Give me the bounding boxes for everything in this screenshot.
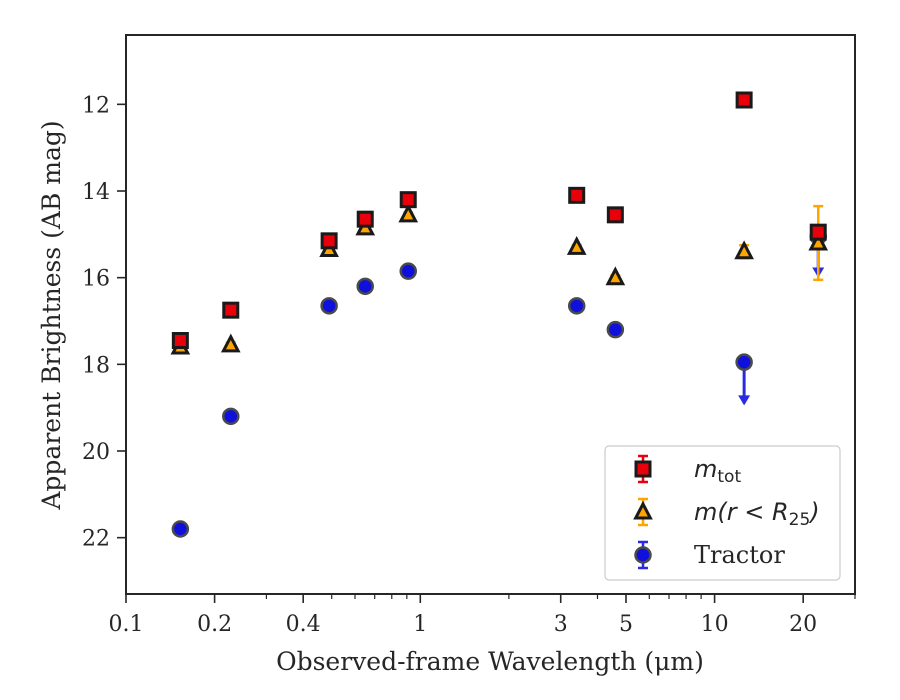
x-tick-label: 5 (619, 612, 633, 637)
y-tick-label: 18 (82, 353, 110, 378)
data-point (605, 266, 626, 286)
upper-limit-arrowhead (738, 395, 751, 406)
data-point (735, 91, 753, 109)
x-tick-label: 0.2 (197, 612, 232, 637)
y-tick-label: 20 (82, 440, 110, 465)
legend-box (604, 445, 841, 581)
data-point (399, 262, 417, 280)
y-axis: 12 14 16 18 20 22 (82, 93, 126, 552)
data-point (606, 320, 625, 339)
data-point (606, 206, 624, 224)
data-point (568, 186, 586, 204)
data-point (734, 240, 754, 260)
y-tick-label: 12 (82, 93, 110, 118)
x-tick-label: 0.1 (109, 612, 144, 637)
data-point (567, 297, 586, 315)
legend-label: Tractor (694, 541, 785, 569)
data-marks (170, 91, 829, 538)
data-point (398, 203, 419, 223)
data-point (809, 223, 827, 241)
legend-marker (634, 546, 652, 564)
data-point (566, 236, 587, 255)
legend-label: mtot (694, 455, 741, 487)
legend: mtot m(r < R25) Tractor (604, 445, 841, 581)
y-tick-label: 22 (82, 527, 110, 552)
data-point (320, 297, 338, 315)
data-point (320, 232, 338, 250)
data-point (222, 407, 240, 426)
x-tick-label: 3 (554, 612, 568, 637)
x-tick-label: 1 (413, 612, 427, 637)
x-tick-label: 0.4 (286, 612, 321, 637)
data-point (171, 520, 190, 538)
y-axis-label: Apparent Brightness (AB mag) (37, 120, 66, 510)
data-point (808, 231, 829, 251)
x-axis: 0.1 0.2 0.4 1 3 5 10 20 (109, 594, 856, 637)
legend-marker (634, 460, 652, 478)
data-point (171, 332, 189, 349)
x-tick-label: 20 (789, 612, 817, 637)
x-tick-label: 10 (701, 612, 729, 637)
x-axis-label: Observed-frame Wavelength (μm) (276, 647, 704, 676)
data-point (356, 277, 374, 296)
y-tick-label: 16 (82, 267, 110, 292)
data-point (399, 191, 417, 209)
data-point (220, 333, 241, 353)
legend-marker (633, 500, 653, 520)
legend-label: m(r < R25) (694, 498, 820, 530)
data-point (735, 353, 753, 371)
y-tick-label: 14 (82, 180, 110, 205)
data-point (356, 210, 374, 228)
data-point (222, 301, 240, 319)
plot-frame (125, 34, 856, 595)
